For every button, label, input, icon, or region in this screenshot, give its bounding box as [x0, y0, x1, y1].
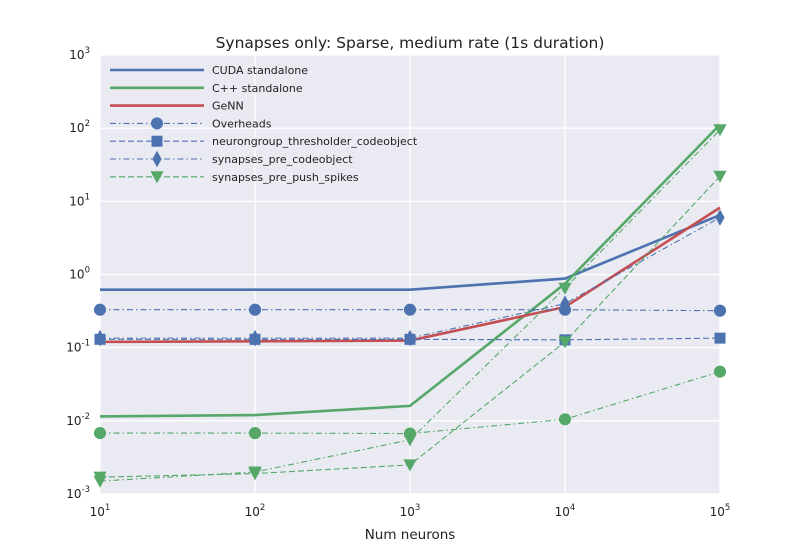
grid [99, 54, 721, 495]
data-point [403, 459, 417, 472]
data-point [248, 303, 262, 316]
data-point [713, 170, 727, 183]
y-tick-label: 103 [69, 46, 90, 62]
legend-marker [152, 150, 162, 168]
series-line [99, 123, 721, 418]
chart-title: Synapses only: Sparse, medium rate (1s d… [216, 34, 605, 52]
x-ticks: 101 102 103 104 105 [90, 503, 731, 519]
legend-entry: synapses_pre_push_spikes [110, 171, 359, 184]
series-line [100, 217, 721, 339]
data-point [713, 365, 727, 378]
legend-label: synapses_pre_push_spikes [212, 171, 359, 184]
legend-entry: C++ standalone [110, 82, 303, 95]
x-tick-label: 102 [245, 503, 266, 519]
x-tick-label: 105 [710, 503, 731, 519]
legend-label: Overheads [212, 117, 272, 130]
series-5 [95, 209, 725, 347]
series-8 [93, 124, 727, 488]
series-7 [93, 365, 727, 440]
y-tick-label: 102 [69, 119, 90, 135]
data-point [560, 295, 570, 312]
legend-entry: neurongroup_thresholder_codeobject [110, 135, 418, 148]
legend-label: CUDA standalone [212, 64, 308, 77]
data-point [713, 124, 727, 137]
data-point [714, 332, 726, 344]
legend-label: synapses_pre_codeobject [212, 153, 353, 166]
data-point [558, 413, 572, 426]
series-1 [99, 123, 721, 418]
data-point [93, 427, 107, 440]
legend-label: neurongroup_thresholder_codeobject [212, 135, 418, 148]
y-tick-label: 10-3 [66, 485, 90, 501]
series-line [100, 213, 721, 291]
x-tick-label: 103 [400, 503, 421, 519]
legend-entry: synapses_pre_codeobject [110, 150, 353, 168]
y-tick-label: 101 [69, 192, 90, 208]
data-point [248, 466, 262, 479]
series-3 [93, 303, 727, 317]
data-point [715, 209, 725, 226]
data-point [250, 329, 260, 347]
y-tick-label: 10-2 [66, 412, 90, 428]
data-point [248, 427, 262, 440]
legend-marker [150, 117, 164, 130]
legend-label: GeNN [212, 100, 244, 113]
legend-entry: GeNN [110, 100, 244, 113]
data-point [93, 303, 107, 316]
y-ticks: 103 102 101 100 10-1 10-2 10-3 [66, 46, 90, 501]
data-point [403, 434, 417, 447]
y-tick-label: 10-1 [66, 339, 90, 355]
series-layer [93, 123, 727, 488]
data-point [713, 304, 727, 317]
data-point [95, 329, 105, 347]
data-point [405, 329, 415, 347]
legend-marker [151, 135, 163, 147]
data-point [558, 282, 572, 295]
legend-marker [150, 171, 164, 184]
data-point [93, 475, 107, 488]
data-point [558, 336, 572, 349]
series-line [100, 309, 721, 312]
x-tick-label: 104 [555, 503, 576, 519]
legend-entry: CUDA standalone [110, 64, 308, 77]
legend-label: C++ standalone [212, 82, 303, 95]
data-point [403, 303, 417, 316]
y-tick-label: 100 [69, 266, 90, 282]
legend: CUDA standalone C++ standalone GeNN Overhea… [110, 64, 418, 184]
x-axis-label: Num neurons [365, 527, 456, 543]
x-tick-label: 101 [90, 503, 111, 519]
legend-entry: Overheads [110, 117, 272, 130]
series-0 [100, 213, 721, 291]
